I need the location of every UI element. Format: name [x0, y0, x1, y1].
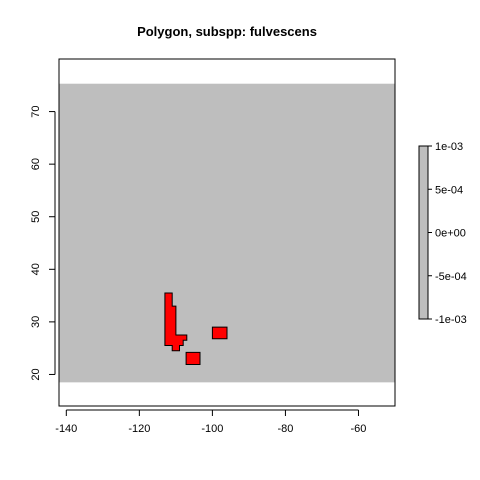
polygon-mainland	[164, 292, 188, 352]
x-tick-label: -60	[351, 423, 367, 435]
x-tick-label: -140	[55, 423, 77, 435]
legend-tick-label: 0e+00	[435, 228, 466, 240]
polygon-island-east	[211, 326, 228, 340]
y-tick-label: 60	[30, 158, 42, 170]
color-legend: 1e-03 5e-04 0e+00 -5e-04 -1e-03	[418, 141, 467, 326]
y-tick-label: 70	[30, 105, 42, 117]
legend-bar	[418, 145, 429, 320]
x-tick-label: -100	[201, 423, 223, 435]
y-tick-label: 50	[30, 211, 42, 223]
y-tick-label: 30	[30, 316, 42, 328]
legend-tick-label: 1e-03	[435, 141, 463, 153]
axes: -140 -120 -100 -80 -60 20 30 40 50 60 70	[30, 58, 396, 435]
polygon-island-south	[185, 351, 201, 365]
plot-frame	[58, 58, 396, 407]
y-tick-label: 20	[30, 368, 42, 380]
legend-tick-label: 5e-04	[435, 184, 463, 196]
chart-title: Polygon, subspp: fulvescens	[137, 24, 317, 39]
x-tick-label: -120	[128, 423, 150, 435]
y-tick-label: 40	[30, 263, 42, 275]
legend-tick-label: -5e-04	[435, 271, 467, 283]
legend-tick-label: -1e-03	[435, 314, 467, 326]
plot-area	[59, 83, 395, 383]
x-tick-label: -80	[277, 423, 293, 435]
